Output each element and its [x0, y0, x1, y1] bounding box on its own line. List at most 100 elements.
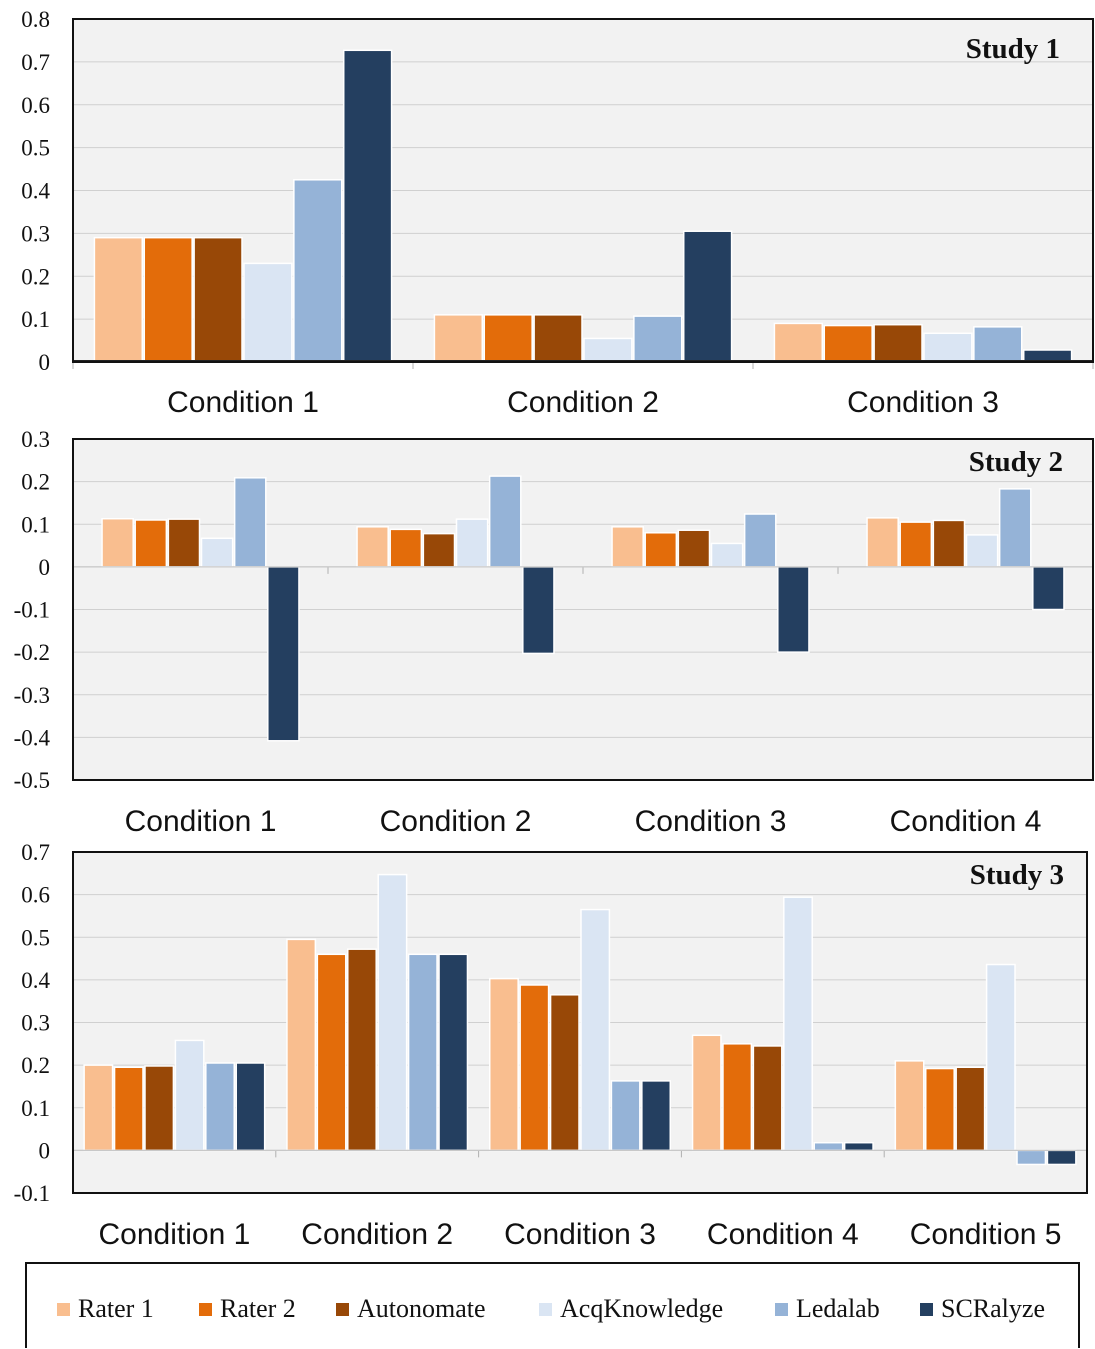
study-1-bar-scralyze-condition-2 [682, 230, 733, 363]
study-3-y-tick-label: 0 [39, 1138, 51, 1163]
study-2-bar-rater-1-condition-2 [356, 526, 389, 568]
study-2-bar-acqknowledge-condition-4 [965, 534, 999, 568]
study-3-bar-ledalab-condition-5 [1016, 1149, 1047, 1166]
study-1-y-tick-label: 0.5 [21, 136, 50, 161]
study-2-bar-ledalab-condition-2 [488, 475, 522, 568]
study-2-y-tick-label: -0.2 [14, 640, 50, 665]
study-3-bar-scralyze-condition-1 [235, 1062, 266, 1152]
study-3-y-tick-label: 0.5 [21, 925, 50, 950]
study-3-bar-scralyze-condition-5 [1046, 1149, 1077, 1166]
study-3-bar-acqknowledge-condition-4 [783, 896, 813, 1152]
study-2-bar-acqknowledge-condition-1 [200, 537, 234, 568]
study-2-bar-rater-2-condition-2 [389, 528, 423, 568]
study-3-bar-rater-2-condition-4 [722, 1043, 753, 1152]
study-3-y-tick-label: 0.7 [21, 840, 50, 865]
study-3-bar-acqknowledge-condition-5 [985, 963, 1016, 1152]
legend-swatch [336, 1302, 349, 1316]
study-2-bar-rater-1-condition-4 [866, 517, 899, 568]
study-1-bar-ledalab-condition-1 [293, 179, 343, 363]
study-3-bar-rater-2-condition-3 [519, 984, 550, 1152]
study-2-category-label: Condition 2 [380, 805, 532, 838]
study-3-title: Study 3 [970, 859, 1064, 891]
study-2-bar-autonomate-condition-2 [422, 532, 456, 568]
study-3-bar-acqknowledge-condition-1 [174, 1039, 205, 1152]
study-2-title: Study 2 [969, 446, 1063, 478]
legend-swatch [199, 1302, 212, 1316]
study-2-bar-rater-2-condition-1 [134, 519, 168, 568]
study-3-bar-rater-1-condition-1 [83, 1064, 114, 1152]
study-1-bar-autonomate-condition-1 [193, 236, 243, 363]
legend-label: Rater 1 [78, 1294, 154, 1323]
legend-item-rater-1: Rater 1 [57, 1294, 154, 1324]
study-3-bar-acqknowledge-condition-3 [580, 908, 611, 1152]
study-2-frame [72, 438, 1094, 781]
study-1-category-label: Condition 1 [167, 386, 319, 419]
study-2-y-tick-label: 0.2 [21, 470, 50, 495]
legend-item-rater-2: Rater 2 [199, 1294, 296, 1324]
study-2-category-label: Condition 3 [635, 805, 787, 838]
study-1-bar-rater-2-condition-2 [483, 314, 533, 363]
study-3-bar-rater-1-condition-3 [488, 977, 519, 1152]
study-3-y-tick-label: 0.6 [21, 883, 50, 908]
study-3-y-tick-label: -0.1 [14, 1181, 50, 1206]
legend-item-acqknowledge: AcqKnowledge [539, 1294, 723, 1324]
study-2-y-tick-label: 0.3 [21, 427, 50, 452]
study-1-category-label: Condition 2 [507, 386, 659, 419]
study-1-category-label: Condition 3 [847, 386, 999, 419]
study-1-bar-ledalab-condition-2 [633, 315, 683, 363]
study-1-bar-rater-1-condition-1 [93, 236, 144, 363]
study-3-bar-rater-1-condition-5 [894, 1060, 925, 1152]
study-2-y-tick-label: 0 [39, 555, 51, 580]
study-3-bar-rater-1-condition-2 [286, 938, 317, 1152]
chart-legend: Rater 1 Rater 2 Autonomate AcqKnowledge … [25, 1262, 1080, 1348]
study-3-bar-ledalab-condition-1 [205, 1062, 235, 1152]
study-3-bar-rater-2-condition-5 [925, 1067, 955, 1152]
study-1-y-tick-label: 0.1 [21, 307, 50, 332]
study-2-bar-rater-1-condition-3 [611, 526, 644, 568]
legend-label: AcqKnowledge [560, 1294, 724, 1323]
legend-item-scralyze: SCRalyze [920, 1294, 1045, 1324]
study-2-y-tick-label: -0.3 [14, 683, 50, 708]
study-1-bar-acqknowledge-condition-2 [583, 337, 633, 363]
study-3-bar-ledalab-condition-4 [813, 1141, 844, 1152]
study-3-bar-ledalab-condition-3 [610, 1080, 641, 1152]
study-1-bar-rater-1-condition-3 [773, 322, 824, 363]
study-3-bar-autonomate-condition-4 [752, 1045, 783, 1152]
study-3-y-tick-label: 0.4 [21, 968, 50, 993]
study-2-bar-ledalab-condition-3 [743, 513, 777, 568]
study-1-bar-autonomate-condition-3 [873, 323, 923, 363]
legend-item-ledalab: Ledalab [775, 1294, 880, 1324]
study-2-category-label: Condition 1 [125, 805, 277, 838]
study-3-frame [72, 851, 1088, 1194]
study-2-bar-autonomate-condition-3 [677, 529, 711, 568]
study-2-bar-scralyze-condition-2 [522, 566, 555, 655]
study-3-y-tick-label: 0.1 [21, 1096, 50, 1121]
study-2-bar-autonomate-condition-1 [167, 518, 201, 568]
study-2-bar-rater-2-condition-3 [644, 532, 678, 568]
study-1-y-tick-label: 0.3 [21, 221, 50, 246]
legend-label: Rater 2 [220, 1294, 296, 1323]
study-3-y-tick-label: 0.2 [21, 1053, 50, 1078]
legend-swatch [775, 1302, 788, 1316]
study-1-y-tick-label: 0.6 [21, 93, 50, 118]
study-1-y-tick-label: 0.7 [21, 50, 50, 75]
study-1-y-tick-label: 0.2 [21, 264, 50, 289]
study-2-y-tick-label: -0.1 [14, 598, 50, 623]
study-2-bar-autonomate-condition-4 [932, 519, 966, 568]
study-1-y-tick-label: 0 [39, 350, 51, 375]
study-1-y-tick-label: 0.8 [21, 7, 50, 32]
study-3-bar-acqknowledge-condition-2 [377, 873, 408, 1152]
study-1-bar-ledalab-condition-3 [973, 326, 1023, 363]
study-3-bar-rater-2-condition-1 [113, 1066, 144, 1152]
study-2-bar-scralyze-condition-1 [267, 566, 300, 742]
study-3-category-label: Condition 2 [301, 1218, 453, 1251]
legend-swatch [920, 1302, 933, 1316]
study-2-y-tick-label: 0.1 [21, 512, 50, 537]
study-3-category-label: Condition 4 [707, 1218, 859, 1251]
study-2-y-tick-label: -0.4 [14, 725, 51, 750]
study-3-bar-scralyze-condition-2 [438, 953, 469, 1152]
study-3-category-label: Condition 1 [99, 1218, 251, 1251]
study-3-bar-ledalab-condition-2 [407, 953, 438, 1152]
study-3-y-tick-label: 0.3 [21, 1011, 50, 1036]
